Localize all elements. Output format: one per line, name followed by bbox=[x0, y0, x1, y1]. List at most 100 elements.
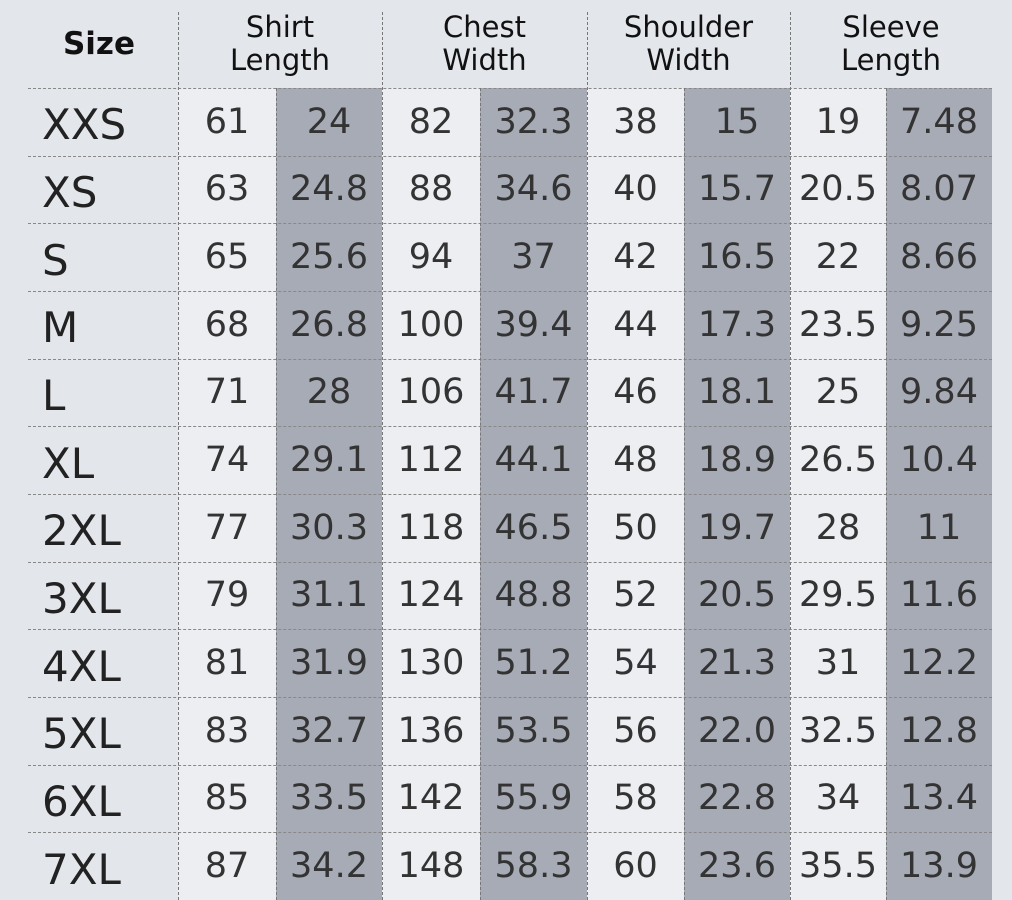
value-cell: 34 bbox=[790, 764, 886, 833]
value-cell: 82 bbox=[382, 88, 480, 156]
value-cell: 46 bbox=[587, 358, 684, 427]
size-label: 2XL bbox=[42, 506, 121, 556]
value-cell: 37 bbox=[480, 223, 587, 291]
value-cell: 54 bbox=[587, 629, 684, 697]
value-cell: 33.5 bbox=[276, 764, 382, 833]
value-cell: 124 bbox=[382, 561, 480, 630]
value-cell: 79 bbox=[178, 561, 276, 630]
value-cell: 42 bbox=[587, 223, 684, 291]
value-cell: 85 bbox=[178, 764, 276, 833]
row-divider bbox=[28, 764, 992, 766]
value-cell: 65 bbox=[178, 223, 276, 291]
value-cell: 20.5 bbox=[684, 561, 790, 630]
value-cell: 39.4 bbox=[480, 291, 587, 359]
value-cell: 22 bbox=[790, 223, 886, 291]
value-cell: 81 bbox=[178, 629, 276, 697]
value-cell: 56 bbox=[587, 697, 684, 765]
value-cell: 12.8 bbox=[886, 697, 992, 765]
value-cell: 25.6 bbox=[276, 223, 382, 291]
value-cell: 15.7 bbox=[684, 155, 790, 224]
value-cell: 77 bbox=[178, 494, 276, 562]
size-label: 3XL bbox=[42, 573, 121, 623]
value-cell: 136 bbox=[382, 697, 480, 765]
value-cell: 18.1 bbox=[684, 358, 790, 427]
value-cell: 11.6 bbox=[886, 561, 992, 630]
column-header: Shoulder Width bbox=[623, 10, 754, 77]
value-cell: 12.2 bbox=[886, 629, 992, 697]
value-cell: 19 bbox=[790, 88, 886, 156]
value-cell: 23.5 bbox=[790, 291, 886, 359]
value-cell: 50 bbox=[587, 494, 684, 562]
value-cell: 35.5 bbox=[790, 832, 886, 900]
value-cell: 41.7 bbox=[480, 358, 587, 427]
row-divider bbox=[28, 494, 992, 495]
value-cell: 32.7 bbox=[276, 697, 382, 765]
value-cell: 30.3 bbox=[276, 494, 382, 562]
value-cell: 44 bbox=[587, 291, 684, 359]
value-cell: 8.66 bbox=[886, 223, 992, 291]
value-cell: 48 bbox=[587, 426, 684, 494]
value-cell: 60 bbox=[587, 832, 684, 900]
value-cell: 29.5 bbox=[790, 561, 886, 630]
size-label: M bbox=[42, 303, 79, 353]
value-cell: 61 bbox=[178, 88, 276, 156]
value-cell: 74 bbox=[178, 426, 276, 494]
row-divider bbox=[28, 426, 992, 428]
value-cell: 32.3 bbox=[480, 88, 587, 156]
value-cell: 34.2 bbox=[276, 832, 382, 900]
value-cell: 34.6 bbox=[480, 155, 587, 224]
size-label: L bbox=[42, 370, 66, 420]
value-cell: 44.1 bbox=[480, 426, 587, 494]
value-cell: 51.2 bbox=[480, 629, 587, 697]
value-cell: 11 bbox=[886, 494, 992, 562]
row-divider bbox=[28, 155, 992, 157]
sub-column-divider bbox=[480, 88, 481, 900]
row-divider bbox=[28, 291, 992, 292]
value-cell: 7.48 bbox=[886, 88, 992, 156]
value-cell: 22.0 bbox=[684, 697, 790, 765]
column-divider bbox=[178, 12, 179, 900]
size-label: 5XL bbox=[42, 709, 121, 759]
value-cell: 8.07 bbox=[886, 155, 992, 224]
value-cell: 25 bbox=[790, 358, 886, 427]
value-cell: 24.8 bbox=[276, 155, 382, 224]
value-cell: 21.3 bbox=[684, 629, 790, 697]
value-cell: 28 bbox=[276, 358, 382, 427]
value-cell: 29.1 bbox=[276, 426, 382, 494]
value-cell: 83 bbox=[178, 697, 276, 765]
value-cell: 46.5 bbox=[480, 494, 587, 562]
value-cell: 26.5 bbox=[790, 426, 886, 494]
value-cell: 63 bbox=[178, 155, 276, 224]
sub-column-divider bbox=[276, 88, 277, 900]
value-cell: 106 bbox=[382, 358, 480, 427]
value-cell: 19.7 bbox=[684, 494, 790, 562]
value-cell: 71 bbox=[178, 358, 276, 427]
row-divider bbox=[28, 358, 992, 360]
value-cell: 23.6 bbox=[684, 832, 790, 900]
value-cell: 40 bbox=[587, 155, 684, 224]
value-cell: 112 bbox=[382, 426, 480, 494]
value-cell: 88 bbox=[382, 155, 480, 224]
value-cell: 52 bbox=[587, 561, 684, 630]
size-header: Size bbox=[62, 25, 136, 62]
value-cell: 9.84 bbox=[886, 358, 992, 427]
value-cell: 148 bbox=[382, 832, 480, 900]
value-cell: 142 bbox=[382, 764, 480, 833]
size-label: XS bbox=[42, 167, 98, 217]
row-divider bbox=[28, 629, 992, 631]
column-divider bbox=[790, 12, 791, 900]
value-cell: 28 bbox=[790, 494, 886, 562]
value-cell: 58 bbox=[587, 764, 684, 833]
value-cell: 18.9 bbox=[684, 426, 790, 494]
value-cell: 130 bbox=[382, 629, 480, 697]
value-cell: 31.1 bbox=[276, 561, 382, 630]
row-divider bbox=[28, 223, 992, 225]
value-cell: 17.3 bbox=[684, 291, 790, 359]
column-divider bbox=[587, 12, 588, 900]
value-cell: 16.5 bbox=[684, 223, 790, 291]
value-cell: 31 bbox=[790, 629, 886, 697]
row-divider bbox=[28, 88, 992, 89]
value-cell: 53.5 bbox=[480, 697, 587, 765]
value-cell: 32.5 bbox=[790, 697, 886, 765]
